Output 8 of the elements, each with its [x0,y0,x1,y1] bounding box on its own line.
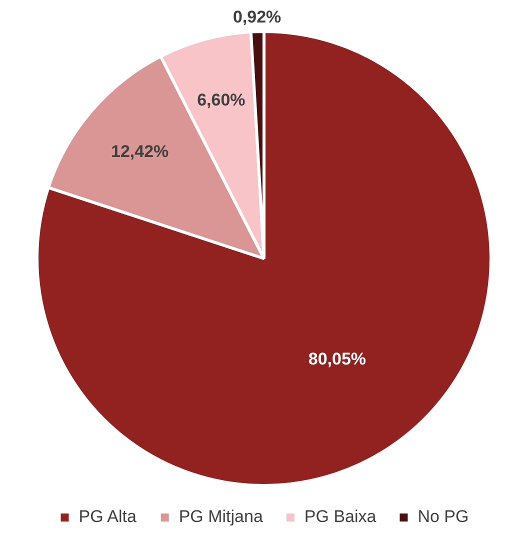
data-label: 80,05% [308,349,366,368]
data-label: 6,60% [197,90,246,110]
data-label: 12,42% [111,142,169,161]
legend-label: No PG [418,507,469,526]
legend-label: PG Baixa [304,507,377,526]
legend-label: PG Mitjana [178,507,264,526]
legend-label: PG Alta [78,507,137,526]
data-label: 0,92% [232,7,282,26]
